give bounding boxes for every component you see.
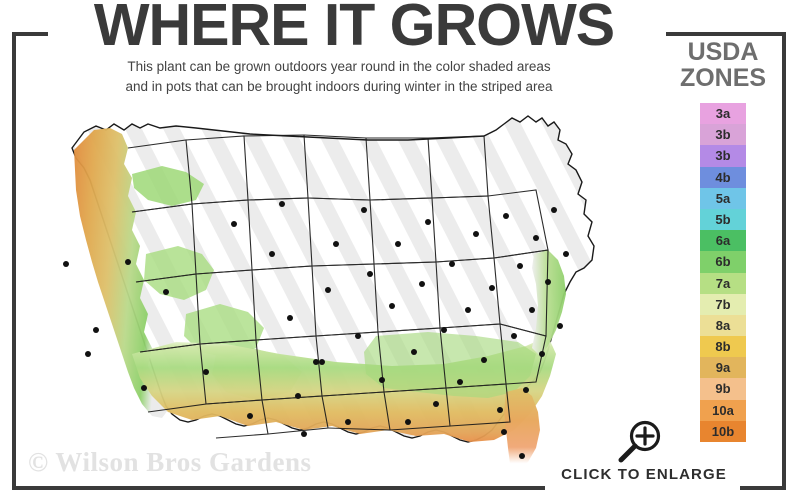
legend-swatch-zone-10b-15: 10b <box>700 420 746 442</box>
legend-title: USDA ZONES <box>664 38 782 92</box>
legend-swatch-zone-7a-8: 7a <box>700 272 746 294</box>
legend-swatch-zone-7b-9: 7b <box>700 293 746 315</box>
legend-swatch-zone-9b-13: 9b <box>700 378 746 400</box>
legend-swatch-zone-4b-3: 4b <box>700 166 746 188</box>
watermark: © Wilson Bros Gardens <box>28 447 312 477</box>
frame-border-top-left <box>12 32 48 36</box>
legend-title-line-1: USDA <box>687 38 759 66</box>
page-subtitle: This plant can be grown outdoors year ro… <box>34 57 644 96</box>
legend-swatch-zone-3b-2: 3b <box>700 145 746 167</box>
subtitle-line-1: This plant can be grown outdoors year ro… <box>127 59 551 74</box>
legend-swatch-zone-3b-1: 3b <box>700 124 746 146</box>
frame-border-right <box>782 32 786 490</box>
legend-swatch-zone-8a-10: 8a <box>700 314 746 337</box>
frame-border-top-right <box>666 32 786 36</box>
legend-swatch-zone-5a-4: 5a <box>700 187 746 209</box>
legend-swatch-zone-8b-11: 8b <box>700 336 746 358</box>
legend-swatch-list: 3a 3b 3b 4b 5a 5b 6a 6b 7a 7b 8a 8b 9a 9b 10a 10b <box>700 103 746 442</box>
map-state-borders <box>127 134 549 439</box>
map-color-shaded-regions <box>74 128 566 470</box>
legend-swatch-zone-5b-5: 5b <box>700 208 746 231</box>
legend-swatch-zone-9a-12: 9a <box>700 357 746 379</box>
legend-swatch-zone-3a-0: 3a <box>700 103 746 125</box>
legend-swatch-zone-6a-6: 6a <box>700 230 746 252</box>
frame-border-bottom-right <box>740 486 786 490</box>
legend-swatch-zone-10a-14: 10a <box>700 399 746 421</box>
subtitle-line-2: and in pots that can be brought indoors … <box>125 78 553 94</box>
usda-zone-map[interactable] <box>36 104 656 474</box>
click-to-enlarge-label[interactable]: CLICK TO ENLARGE <box>561 466 727 483</box>
legend-swatch-zone-6b-7: 6b <box>700 251 746 273</box>
frame-border-left <box>12 32 16 490</box>
legend-title-line-2: ZONES <box>679 63 767 92</box>
map-city-dots <box>63 201 569 459</box>
magnifier-plus-icon[interactable] <box>616 419 664 467</box>
frame-border-bottom-left <box>12 486 545 490</box>
usda-zones-legend: USDA ZONES 3a 3b 3b 4b 5a 5b 6a 6b 7a 7b 8a 8b 9a 9b 1… <box>664 38 782 442</box>
page-title: WHERE IT GROWS <box>93 0 615 58</box>
